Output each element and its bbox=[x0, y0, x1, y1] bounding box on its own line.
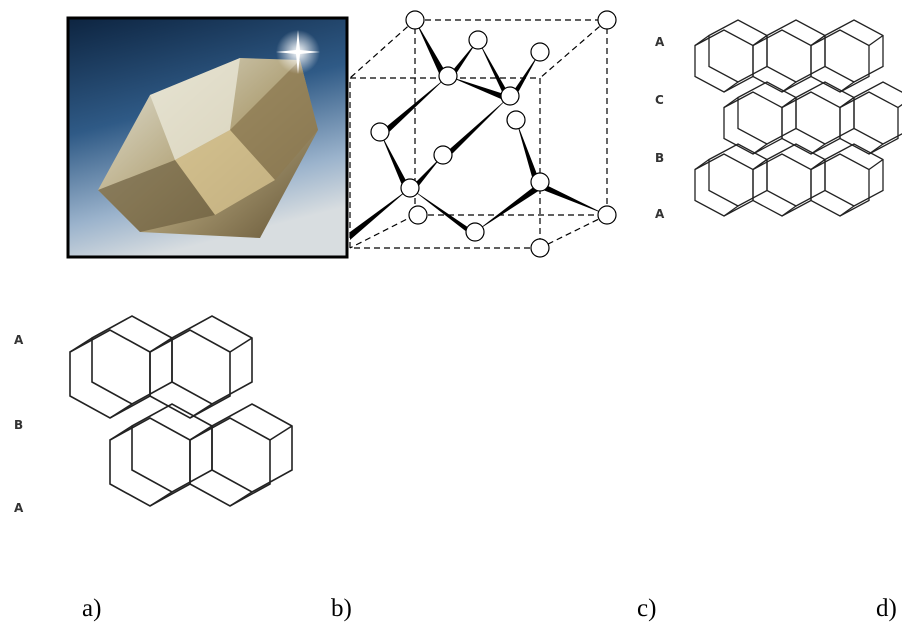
lattice-bond bbox=[110, 426, 132, 440]
lattice-bond bbox=[110, 404, 132, 418]
lattice-bond bbox=[190, 418, 270, 506]
lattice-bond bbox=[767, 20, 825, 82]
lattice-bond bbox=[738, 82, 796, 144]
lattice-bond bbox=[70, 338, 92, 352]
lattice-bond bbox=[753, 36, 767, 46]
lattice-abc bbox=[695, 20, 902, 216]
lattice-bond bbox=[92, 316, 172, 404]
lattice-bond bbox=[212, 404, 292, 492]
layer-label: A bbox=[14, 333, 24, 347]
layer-label: A bbox=[655, 207, 665, 221]
lattice-bond bbox=[811, 36, 825, 46]
lattice-bond bbox=[825, 144, 883, 206]
lattice-bond bbox=[840, 98, 854, 108]
lattice-bond bbox=[190, 426, 212, 440]
lattice-bond bbox=[110, 418, 190, 506]
caption: c) bbox=[637, 595, 656, 622]
layer-label: B bbox=[14, 418, 23, 432]
lattice-bond bbox=[172, 316, 252, 404]
lattice-bond bbox=[869, 36, 883, 46]
lattice-bond bbox=[132, 404, 212, 492]
lattice-ab bbox=[70, 316, 292, 506]
lattice-bond bbox=[150, 492, 172, 506]
caption: a) bbox=[82, 595, 101, 622]
lattice-bond bbox=[840, 206, 854, 216]
lattice-bond bbox=[724, 206, 738, 216]
lattice-bond bbox=[782, 98, 796, 108]
layer-label: B bbox=[655, 151, 664, 165]
lattice-bond bbox=[854, 82, 902, 144]
lattice-bond bbox=[150, 330, 230, 418]
lattice-bond bbox=[270, 426, 292, 440]
lattice-bond bbox=[709, 20, 767, 82]
lattice-bond bbox=[782, 206, 796, 216]
atoms bbox=[371, 11, 616, 257]
diamond-photo bbox=[68, 18, 347, 257]
lattice-bond bbox=[70, 330, 150, 418]
lattice-bond bbox=[230, 492, 252, 506]
caption: d) bbox=[876, 595, 897, 622]
layer-label: A bbox=[14, 501, 24, 515]
lattice-bond bbox=[724, 82, 738, 92]
lattice-bond bbox=[695, 36, 709, 46]
lattice-bond bbox=[150, 338, 172, 352]
lattice-bond bbox=[709, 144, 767, 206]
page: A C B A A B A a) b) c) d) (() => { const… bbox=[0, 0, 902, 623]
caption: b) bbox=[331, 595, 352, 622]
lattice-bond bbox=[724, 98, 738, 108]
layer-label: C bbox=[655, 93, 664, 107]
lattice-bond bbox=[767, 144, 825, 206]
lattice-bond bbox=[825, 20, 883, 82]
lattice-bond bbox=[230, 338, 252, 352]
lattice-bond bbox=[898, 98, 902, 108]
lattice-bond bbox=[796, 82, 854, 144]
lattice-bond bbox=[811, 160, 825, 170]
figure: A C B A A B A a) b) c) d) bbox=[0, 0, 902, 623]
lattice-bond bbox=[753, 160, 767, 170]
layer-label: A bbox=[655, 35, 665, 49]
lattice-bond bbox=[695, 160, 709, 170]
lattice-bond bbox=[869, 160, 883, 170]
